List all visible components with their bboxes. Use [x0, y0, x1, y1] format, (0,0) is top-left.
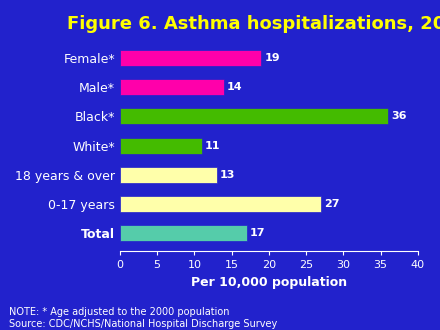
Bar [120, 225, 246, 242]
Text: 14: 14 [227, 82, 243, 92]
Bar [120, 167, 217, 183]
Bar [120, 196, 321, 212]
Text: 11: 11 [205, 141, 220, 150]
X-axis label: Per 10,000 population: Per 10,000 population [191, 276, 347, 289]
Bar [120, 79, 224, 95]
Text: 36: 36 [391, 111, 407, 121]
Text: 27: 27 [324, 199, 340, 209]
Text: 17: 17 [249, 228, 265, 238]
Text: 13: 13 [220, 170, 235, 180]
Text: NOTE: * Age adjusted to the 2000 population: NOTE: * Age adjusted to the 2000 populat… [9, 307, 229, 317]
Bar [120, 138, 202, 153]
Text: Source: CDC/NCHS/National Hospital Discharge Survey: Source: CDC/NCHS/National Hospital Disch… [9, 319, 277, 329]
Title: Figure 6. Asthma hospitalizations, 2002: Figure 6. Asthma hospitalizations, 2002 [67, 15, 440, 33]
Bar [120, 108, 388, 124]
Text: 19: 19 [264, 53, 280, 63]
Bar [120, 50, 261, 66]
